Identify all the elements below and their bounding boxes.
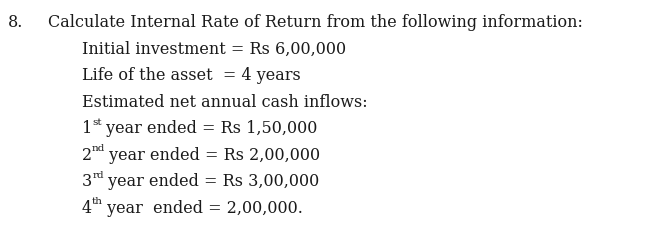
Text: year  ended = 2,00,000.: year ended = 2,00,000. xyxy=(102,200,303,216)
Text: Estimated net annual cash inflows:: Estimated net annual cash inflows: xyxy=(82,93,368,110)
Text: year ended = Rs 3,00,000: year ended = Rs 3,00,000 xyxy=(103,173,319,190)
Text: Life of the asset  = 4 years: Life of the asset = 4 years xyxy=(82,67,301,84)
Text: 4: 4 xyxy=(82,200,92,216)
Text: nd: nd xyxy=(92,144,105,153)
Text: th: th xyxy=(92,197,103,206)
Text: 2: 2 xyxy=(82,146,92,164)
Text: year ended = Rs 2,00,000: year ended = Rs 2,00,000 xyxy=(105,146,320,164)
Text: 1: 1 xyxy=(82,120,92,137)
Text: year ended = Rs 1,50,000: year ended = Rs 1,50,000 xyxy=(101,120,317,137)
Text: 3: 3 xyxy=(82,173,92,190)
Text: rd: rd xyxy=(92,171,104,179)
Text: 8.: 8. xyxy=(8,14,24,31)
Text: Calculate Internal Rate of Return from the following information:: Calculate Internal Rate of Return from t… xyxy=(48,14,583,31)
Text: Initial investment = Rs 6,00,000: Initial investment = Rs 6,00,000 xyxy=(82,41,346,57)
Text: st: st xyxy=(92,117,102,127)
